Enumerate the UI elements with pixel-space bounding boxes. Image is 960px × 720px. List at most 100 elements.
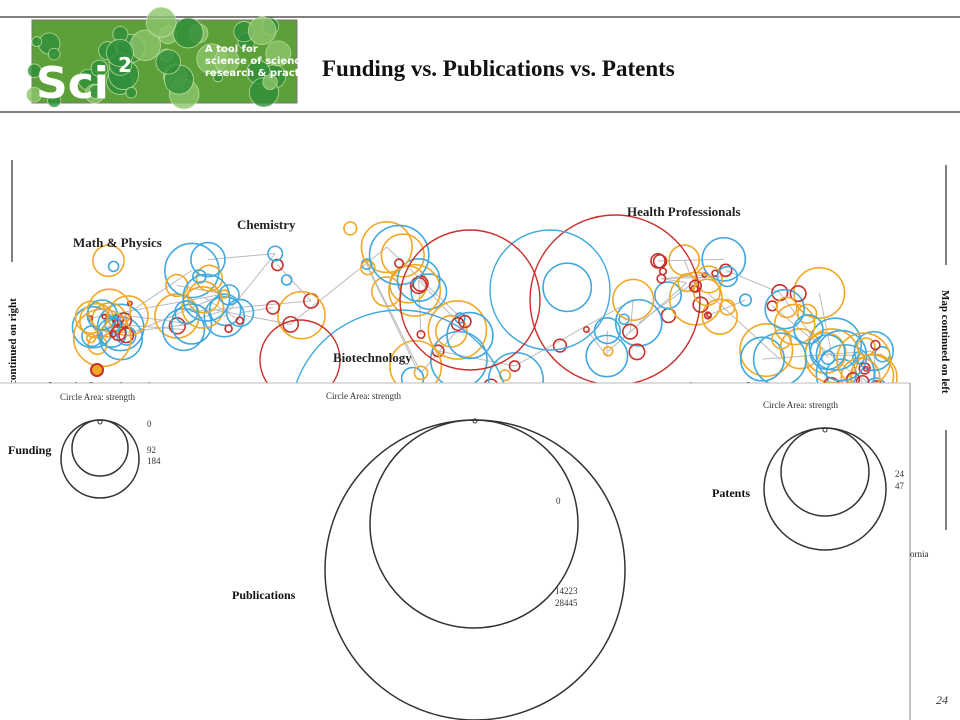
logo-tagline: A tool for (205, 44, 258, 55)
map-node (218, 284, 240, 306)
map-node (74, 300, 109, 335)
map-node (394, 258, 405, 269)
map-node (277, 290, 326, 340)
map-node (489, 229, 611, 351)
map-node (862, 365, 869, 372)
map-node (225, 298, 255, 328)
map-node (182, 273, 231, 322)
map-node (701, 236, 747, 282)
map-node (856, 337, 876, 357)
map-label: Chemistry (237, 217, 296, 232)
panel-bg (0, 383, 910, 720)
map-node (701, 298, 738, 335)
legend-circle (97, 419, 103, 425)
map-node (427, 300, 488, 360)
map-node (208, 293, 242, 327)
map-node (161, 307, 206, 352)
map-node (771, 328, 792, 350)
map-node (104, 315, 122, 333)
map-node (793, 314, 824, 345)
map-node (380, 233, 425, 278)
legend-value: 47 (895, 481, 905, 491)
map-node (235, 316, 245, 325)
map-link (629, 299, 634, 332)
map-node (585, 334, 629, 378)
map-label: Math & Physics (73, 235, 162, 250)
legend-caption: Circle Area: strength (763, 400, 838, 410)
map-node (542, 262, 593, 313)
logo-circle (262, 74, 278, 90)
legend-value: 14223 (555, 586, 578, 596)
map-node (360, 220, 413, 274)
map-node (280, 274, 293, 286)
map-label: Biotechnology (333, 350, 412, 365)
map-node (413, 365, 429, 381)
map-link (514, 299, 634, 367)
map-node (529, 214, 701, 386)
logo-name: Sci (36, 58, 109, 109)
slide-title: Funding vs. Publications vs. Patents (322, 56, 675, 81)
map-node (764, 288, 805, 330)
legend-circle (369, 419, 579, 629)
map-node (109, 330, 117, 338)
map-node (718, 299, 736, 316)
legend-name: Publications (232, 588, 296, 602)
legend-name: Patents (712, 486, 750, 500)
logo-circle (47, 93, 62, 108)
legend-value: 28445 (555, 598, 578, 608)
map-node (90, 363, 104, 377)
map-link (706, 291, 781, 360)
map-node (92, 244, 125, 278)
map-node (853, 330, 894, 372)
map-node (614, 298, 663, 347)
logo-circle (214, 48, 240, 74)
map-node (793, 266, 846, 320)
logo-sup: 2 (118, 53, 132, 77)
map-node (219, 289, 230, 299)
legend-circle (822, 427, 828, 433)
legend-value: 0 (147, 419, 152, 429)
logo-circle (27, 63, 42, 78)
legend-value: 0 (556, 496, 561, 506)
map-node (658, 267, 668, 276)
map-link (818, 292, 833, 356)
map-node (343, 221, 358, 236)
map-label: ornia (910, 549, 929, 559)
map-node (688, 279, 703, 293)
map-node (110, 325, 127, 342)
map-link (277, 264, 312, 302)
map-node (789, 285, 807, 303)
map-node (410, 273, 448, 311)
map-node (458, 314, 472, 329)
logo-circle (88, 84, 104, 99)
science-map (71, 214, 898, 531)
logo-circle (265, 40, 292, 67)
map-node (628, 343, 646, 361)
logo-circle (47, 47, 61, 61)
map-link (725, 269, 781, 294)
map-node (416, 329, 426, 340)
map-node (360, 259, 376, 276)
map-link (223, 253, 276, 318)
map-node (107, 295, 149, 337)
map-link (207, 253, 276, 261)
map-node (116, 312, 133, 328)
map-node (602, 345, 614, 357)
map-node (396, 258, 441, 303)
map-node (203, 295, 246, 338)
map-link (420, 329, 458, 374)
map-node (612, 278, 655, 321)
map-link (202, 306, 291, 325)
logo-circle (90, 59, 108, 77)
map-node (388, 263, 442, 317)
map-link (90, 270, 193, 339)
map-node (870, 339, 881, 351)
map-node (738, 293, 753, 307)
legend-value: 184 (147, 456, 161, 466)
map-node (552, 338, 568, 353)
map-link (707, 299, 746, 316)
map-node (170, 303, 213, 345)
map-node (654, 281, 682, 310)
map-node (582, 325, 590, 333)
